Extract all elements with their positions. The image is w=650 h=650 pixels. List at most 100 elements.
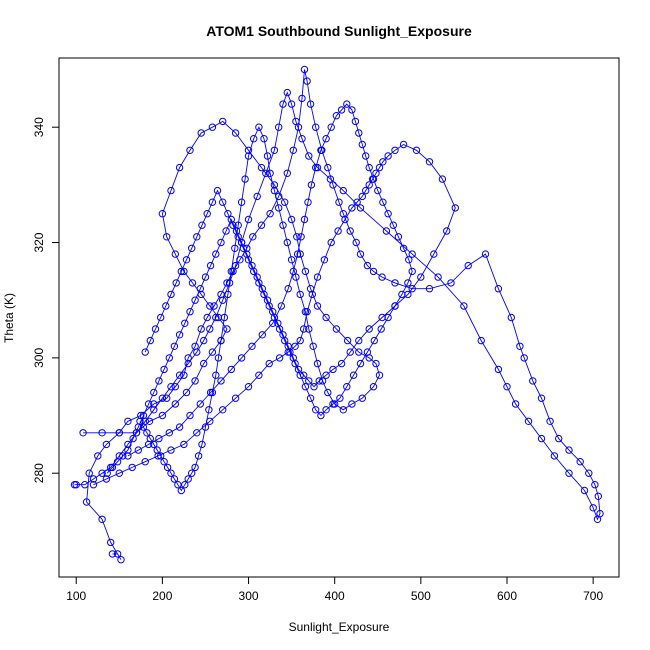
data-point bbox=[163, 394, 171, 402]
data-point bbox=[194, 452, 203, 460]
data-point bbox=[171, 400, 180, 408]
data-point bbox=[172, 279, 180, 287]
data-point bbox=[98, 515, 106, 523]
data-point bbox=[339, 186, 347, 195]
data-point bbox=[167, 383, 175, 391]
data-point bbox=[304, 198, 312, 206]
data-point bbox=[124, 417, 132, 425]
data-point bbox=[391, 146, 399, 155]
data-point bbox=[576, 458, 584, 466]
data-point bbox=[201, 273, 210, 281]
data-point bbox=[128, 463, 136, 472]
data-point bbox=[447, 279, 455, 287]
data-point bbox=[203, 210, 211, 218]
data-point bbox=[174, 481, 182, 489]
data-point bbox=[384, 152, 392, 160]
data-point bbox=[425, 285, 434, 293]
data-point bbox=[443, 227, 451, 235]
data-point bbox=[374, 186, 382, 195]
data-point bbox=[298, 94, 306, 103]
data-point bbox=[134, 423, 143, 431]
data-point bbox=[270, 146, 279, 155]
data-point bbox=[296, 250, 304, 258]
data-point bbox=[546, 417, 554, 425]
data-point bbox=[253, 192, 261, 201]
data-point bbox=[144, 400, 153, 408]
data-point bbox=[391, 279, 399, 287]
data-point bbox=[244, 152, 253, 160]
data-point bbox=[550, 452, 559, 460]
y-tick-label: 320 bbox=[32, 232, 46, 252]
data-point bbox=[275, 123, 283, 131]
data-point bbox=[303, 77, 311, 85]
data-point bbox=[214, 354, 223, 362]
data-point bbox=[365, 181, 373, 189]
data-point bbox=[322, 371, 330, 379]
data-point bbox=[438, 175, 447, 183]
data-point bbox=[275, 354, 284, 362]
data-point bbox=[184, 354, 192, 362]
data-point bbox=[181, 481, 189, 489]
data-point bbox=[355, 129, 363, 137]
data-point bbox=[229, 221, 237, 229]
data-point bbox=[320, 256, 329, 264]
data-point bbox=[313, 273, 322, 281]
data-point bbox=[481, 250, 490, 258]
data-point bbox=[244, 146, 253, 155]
data-point bbox=[137, 411, 145, 420]
data-point bbox=[208, 348, 217, 356]
data-point bbox=[334, 227, 342, 235]
data-point bbox=[460, 302, 468, 310]
data-point bbox=[244, 383, 253, 391]
data-point bbox=[255, 123, 263, 131]
data-point bbox=[537, 434, 546, 443]
data-point bbox=[286, 348, 294, 356]
data-point bbox=[337, 359, 346, 368]
data-point bbox=[369, 383, 378, 391]
data-point bbox=[193, 348, 201, 356]
data-point bbox=[580, 486, 589, 495]
data-point bbox=[260, 135, 268, 143]
data-point bbox=[265, 359, 273, 368]
data-point bbox=[296, 371, 304, 379]
data-point bbox=[379, 198, 387, 206]
data-point bbox=[408, 267, 416, 276]
data-point bbox=[303, 308, 311, 316]
data-point bbox=[255, 371, 263, 379]
data-point bbox=[555, 434, 563, 443]
data-point bbox=[220, 313, 229, 322]
x-tick-label: 600 bbox=[497, 589, 517, 603]
x-tick-label: 500 bbox=[411, 589, 431, 603]
data-point bbox=[293, 250, 302, 258]
data-point bbox=[167, 290, 175, 299]
data-point bbox=[263, 152, 272, 160]
data-point bbox=[265, 302, 273, 310]
data-point bbox=[165, 354, 174, 362]
data-point bbox=[494, 365, 503, 374]
chart-title: ATOM1 Southbound Sunlight_Exposure bbox=[206, 23, 472, 39]
data-point bbox=[348, 106, 356, 114]
data-point bbox=[85, 469, 93, 477]
data-point bbox=[184, 359, 192, 368]
data-point bbox=[160, 365, 168, 374]
data-point bbox=[312, 406, 320, 414]
data-point bbox=[206, 417, 214, 425]
data-point bbox=[248, 342, 256, 350]
data-point bbox=[145, 417, 154, 425]
data-point bbox=[206, 325, 214, 333]
data-point bbox=[322, 406, 330, 414]
data-point bbox=[155, 434, 163, 443]
data-point bbox=[585, 469, 593, 477]
data-point bbox=[281, 336, 289, 345]
data-point bbox=[258, 331, 266, 339]
data-point bbox=[305, 152, 313, 160]
data-point bbox=[113, 550, 122, 558]
data-point bbox=[171, 383, 180, 391]
data-point bbox=[565, 469, 573, 477]
series-line-1 bbox=[83, 120, 380, 492]
data-point bbox=[362, 152, 370, 160]
data-point bbox=[208, 198, 217, 206]
x-tick-label: 400 bbox=[325, 589, 345, 603]
data-point bbox=[283, 88, 291, 97]
